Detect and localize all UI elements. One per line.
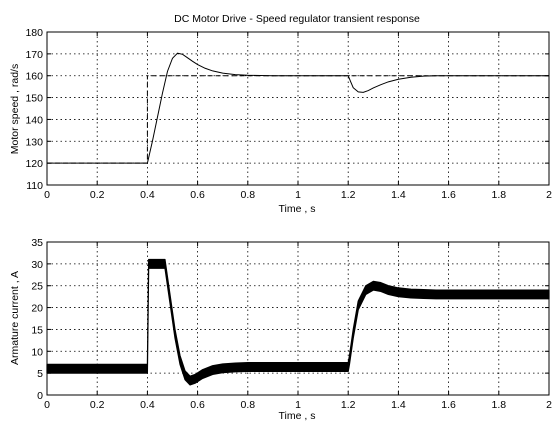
- current-xtick-label: 1.2: [341, 399, 356, 411]
- current-xtick-label: 0: [44, 399, 50, 411]
- current-ytick-label: 5: [37, 368, 43, 380]
- speed-plot: DC Motor Drive - Speed regulator transie…: [9, 13, 552, 215]
- speed-xtick-label: 0.6: [190, 189, 205, 201]
- speed-xtick-label: 1.6: [441, 189, 456, 201]
- current-xtick-label: 0.8: [240, 399, 255, 411]
- current-xtick-label: 1.6: [441, 399, 456, 411]
- speed-xtick-label: 0: [44, 189, 50, 201]
- current-xtick-label: 1: [295, 399, 301, 411]
- speed-xtick-label: 1.8: [491, 189, 506, 201]
- speed-xtick-label: 1.2: [341, 189, 356, 201]
- speed-xtick-label: 0.4: [140, 189, 155, 201]
- current-plot-ylabel: Armature current , A: [9, 271, 21, 365]
- current-xtick-label: 0.4: [140, 399, 155, 411]
- speed-ytick-label: 150: [25, 93, 43, 105]
- current-ytick-label: 10: [31, 346, 43, 358]
- current-ytick-label: 35: [31, 237, 43, 249]
- speed-xtick-label: 1: [295, 189, 301, 201]
- current-xtick-label: 1.8: [491, 399, 506, 411]
- speed-ytick-label: 140: [25, 114, 43, 126]
- speed-grid: [47, 32, 549, 185]
- current-xtick-label: 2: [546, 399, 552, 411]
- speed-ytick-label: 180: [25, 27, 43, 39]
- speed-plot-frame: [46, 31, 550, 186]
- current-ytick-label: 20: [31, 303, 43, 315]
- current-plot-xlabel: Time , s: [279, 410, 316, 421]
- speed-series: [47, 52, 549, 164]
- current-ytick-label: 15: [31, 324, 43, 336]
- current-ytick-label: 0: [37, 390, 43, 402]
- current-plot-frame: [46, 241, 550, 396]
- speed-ytick-label: 130: [25, 136, 43, 148]
- current-ticks: 0 0.2 0.4 0.6 0.8 1 1.2 1.4 1.6 1.8 20510152025303…: [31, 237, 552, 411]
- speed-series-response: [47, 52, 549, 164]
- speed-plot-ylabel: Motor speed , rad/s: [9, 64, 21, 154]
- current-xtick-label: 0.6: [190, 399, 205, 411]
- speed-xtick-label: 0.8: [240, 189, 255, 201]
- current-xtick-label: 0.2: [90, 399, 105, 411]
- speed-ytick-label: 120: [25, 158, 43, 170]
- current-plot: Time , s Armature current , A 0 0.2 0.4 0.6…: [9, 237, 552, 421]
- speed-ytick-label: 160: [25, 71, 43, 83]
- speed-ytick-label: 170: [25, 49, 43, 61]
- speed-xtick-label: 0.2: [90, 189, 105, 201]
- speed-ytick-label: 110: [26, 180, 43, 192]
- speed-plot-title: DC Motor Drive - Speed regulator transie…: [174, 13, 420, 25]
- speed-ticks: 0 0.2 0.4 0.6 0.8 1 1.2 1.4 1.6 1.8 2 110 120 130 140 1…: [25, 27, 552, 201]
- current-xtick-label: 1.4: [391, 399, 406, 411]
- speed-xtick-label: 2: [546, 189, 552, 201]
- current-ytick-label: 30: [31, 259, 43, 271]
- speed-xtick-label: 1.4: [391, 189, 406, 201]
- current-ytick-label: 25: [31, 281, 43, 293]
- speed-plot-xlabel: Time , s: [279, 203, 316, 215]
